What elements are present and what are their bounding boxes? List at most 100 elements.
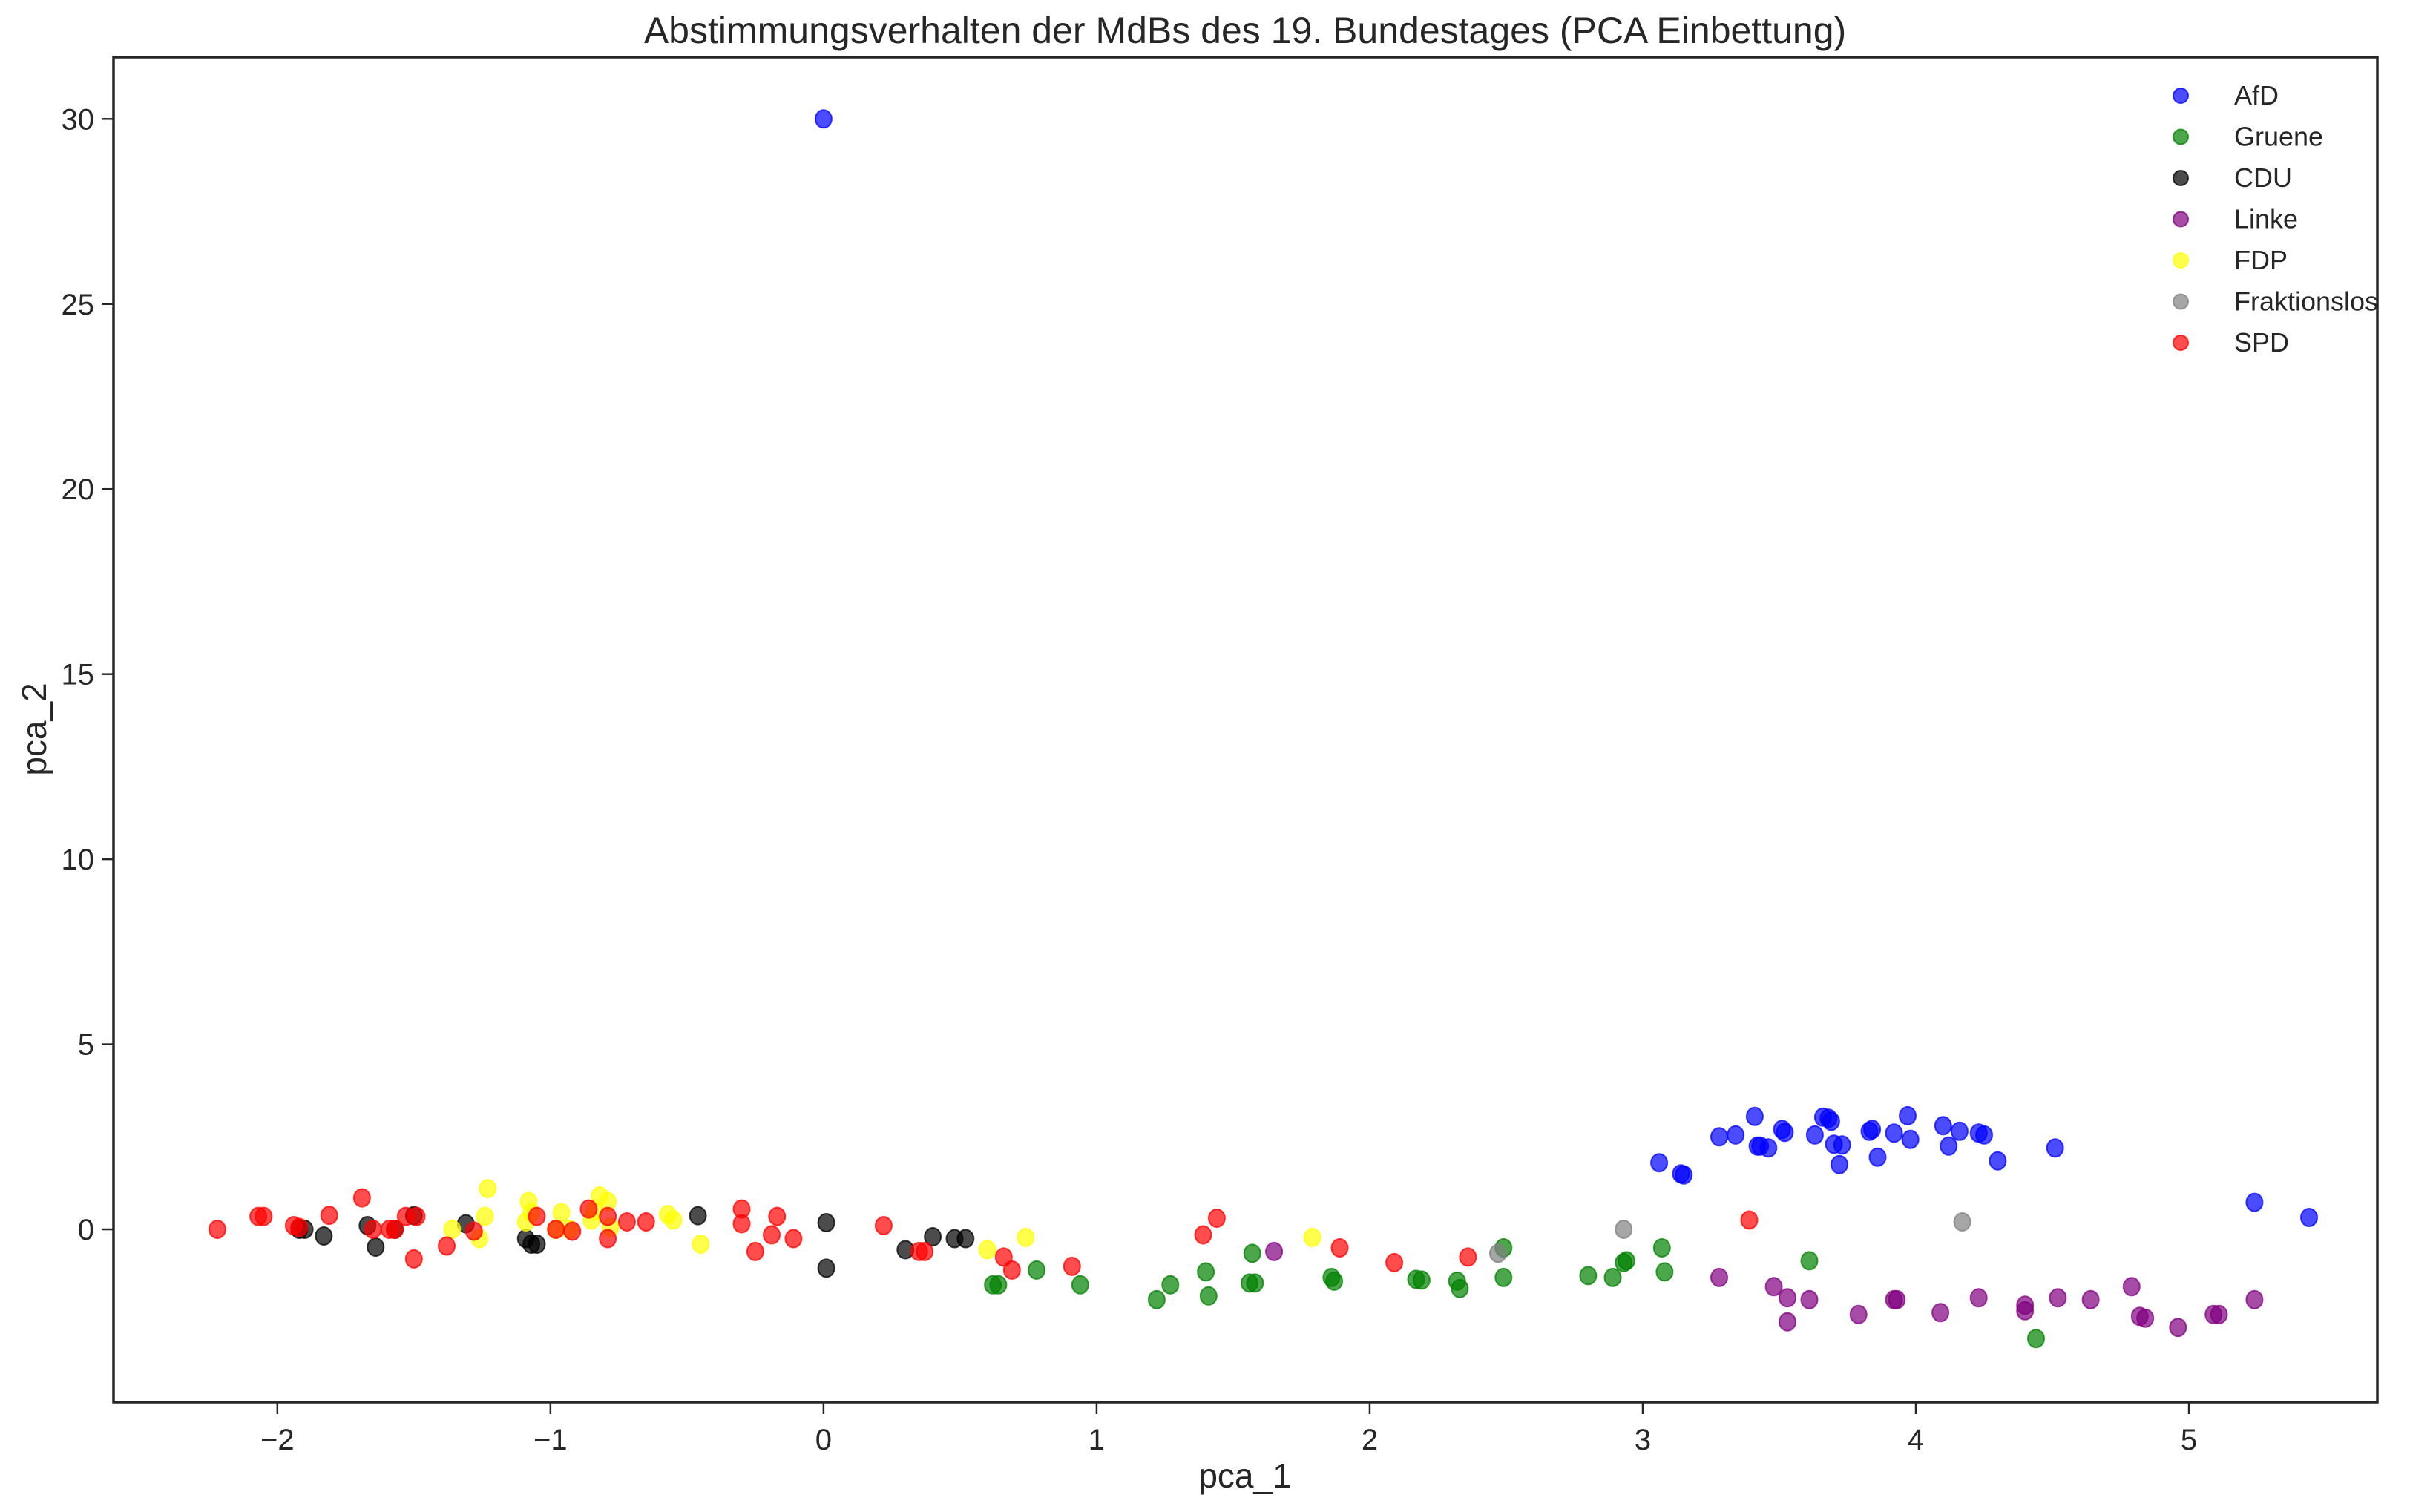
x-tick-label: 0 (815, 1424, 832, 1456)
data-point (814, 109, 833, 129)
data-point (352, 1188, 371, 1208)
y-tick-label: 10 (62, 844, 95, 876)
data-point (1147, 1289, 1166, 1309)
data-point (1265, 1241, 1284, 1261)
series-afd (814, 109, 2318, 1227)
data-point (464, 1221, 483, 1241)
legend-marker (2173, 211, 2189, 228)
legend-marker (2173, 293, 2189, 310)
data-point (784, 1229, 803, 1249)
legend: AfD Gruene CDU Linke FDP Fraktionslos SPD (2173, 80, 2378, 358)
data-point (1822, 1111, 1840, 1131)
data-point (1197, 1262, 1215, 1282)
data-point (479, 1179, 497, 1199)
legend-marker (2173, 170, 2189, 186)
y-tick-label: 20 (62, 473, 95, 506)
data-point (290, 1217, 309, 1237)
legend-item-fraktionslos: Fraktionslos (2173, 286, 2378, 317)
data-point (2122, 1277, 2141, 1297)
data-point (320, 1206, 338, 1226)
data-point (689, 1206, 707, 1226)
legend-item-spd: SPD (2173, 327, 2289, 358)
plot-frame (112, 56, 2379, 1404)
data-point (1451, 1278, 1469, 1298)
data-point (817, 1213, 835, 1232)
y-axis-label: pca_2 (15, 683, 53, 775)
data-point (255, 1206, 273, 1226)
data-point (443, 1220, 462, 1239)
data-point (1303, 1228, 1321, 1247)
legend-marker (2173, 335, 2189, 351)
data-point (1617, 1251, 1635, 1271)
data-point (746, 1241, 764, 1261)
data-point (1710, 1127, 1728, 1147)
chart-title: Abstimmungsverhalten der MdBs des 19. Bu… (644, 10, 1846, 51)
data-point (916, 1241, 934, 1261)
data-point (1650, 1153, 1669, 1173)
data-point (1885, 1123, 1903, 1143)
data-point (438, 1236, 456, 1256)
data-point (1579, 1266, 1598, 1286)
data-point (547, 1220, 565, 1239)
data-point (1800, 1289, 1819, 1309)
legend-label: Fraktionslos (2234, 286, 2378, 317)
legend-label: Gruene (2234, 122, 2323, 152)
data-point (924, 1227, 942, 1246)
data-point (978, 1240, 996, 1260)
data-point (1615, 1220, 1633, 1239)
data-point (2027, 1329, 2045, 1349)
data-point (1028, 1260, 1045, 1280)
data-point (404, 1249, 423, 1269)
data-point (1953, 1212, 1971, 1232)
data-point (956, 1229, 975, 1249)
data-points (208, 109, 2318, 1349)
data-point (1940, 1136, 1958, 1156)
data-point (2245, 1192, 2264, 1212)
legend-item-afd: AfD (2173, 80, 2279, 111)
data-point (208, 1220, 226, 1239)
data-point (1459, 1247, 1477, 1267)
data-point (1740, 1210, 1759, 1230)
x-tick-label: 3 (1635, 1424, 1651, 1456)
data-point (2016, 1301, 2035, 1321)
data-point (1385, 1252, 1404, 1272)
data-point (1071, 1275, 1089, 1295)
data-point (1899, 1105, 1917, 1125)
legend-label: AfD (2234, 80, 2279, 111)
data-point (2046, 1138, 2064, 1158)
data-point (1194, 1225, 1212, 1245)
data-point (1831, 1154, 1848, 1174)
data-point (1017, 1228, 1035, 1247)
series-linke (1265, 1241, 2264, 1338)
y-tick-label: 25 (62, 289, 95, 321)
data-point (989, 1275, 1008, 1295)
data-point (1969, 1288, 1988, 1308)
legend-label: Linke (2234, 204, 2298, 234)
data-point (579, 1199, 598, 1219)
data-point (817, 1258, 835, 1278)
series-spd (208, 1188, 1759, 1280)
data-point (1849, 1304, 1868, 1324)
data-point (1246, 1273, 1264, 1293)
data-point (664, 1210, 683, 1230)
data-point (1934, 1116, 1952, 1136)
data-point (874, 1216, 893, 1235)
data-point (1494, 1267, 1513, 1287)
x-tick-label: 4 (1908, 1424, 1924, 1456)
data-point (2136, 1308, 2155, 1328)
data-point (1863, 1120, 1882, 1140)
x-tick-label: 5 (2181, 1424, 2197, 1456)
legend-item-gruene: Gruene (2173, 122, 2323, 152)
data-point (1488, 1243, 1507, 1263)
data-point (1199, 1286, 1218, 1306)
data-point (1243, 1243, 1261, 1263)
x-tick-label: −2 (260, 1424, 295, 1456)
data-point (1412, 1270, 1431, 1290)
data-point (1727, 1125, 1745, 1145)
data-point (386, 1220, 404, 1239)
data-point (1207, 1209, 1226, 1228)
data-point (1330, 1238, 1349, 1258)
data-point (407, 1206, 426, 1226)
